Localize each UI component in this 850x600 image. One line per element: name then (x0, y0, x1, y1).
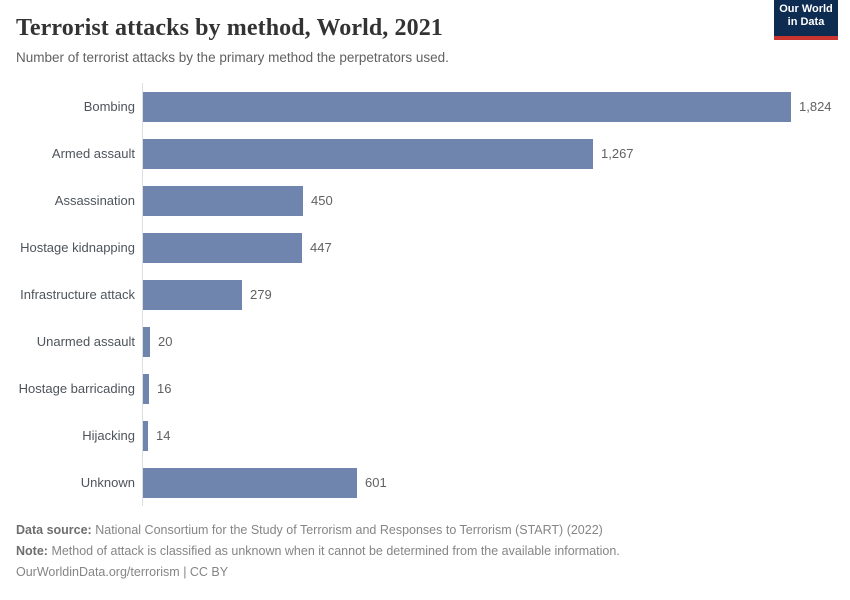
value-label: 601 (365, 475, 387, 490)
data-source-label: Data source: (16, 523, 92, 537)
chart-row: Unarmed assault 20 (16, 318, 834, 365)
license-text: | CC BY (183, 565, 229, 579)
category-label: Hostage kidnapping (20, 240, 135, 255)
plot-area: 16 (142, 365, 834, 412)
value-label: 279 (250, 287, 272, 302)
note-label: Note: (16, 544, 48, 558)
chart-row: Armed assault 1,267 (16, 130, 834, 177)
plot-area: 279 (142, 271, 834, 318)
plot-area: 447 (142, 224, 834, 271)
bar[interactable] (143, 185, 303, 216)
plot-area: 1,824 (142, 83, 834, 130)
value-label: 16 (157, 381, 172, 396)
bar[interactable] (143, 232, 302, 263)
plot-area: 20 (142, 318, 834, 365)
chart-row: Assassination 450 (16, 177, 834, 224)
value-label: 1,824 (799, 99, 832, 114)
bar[interactable] (143, 279, 242, 310)
value-label: 447 (310, 240, 332, 255)
value-label: 1,267 (601, 146, 634, 161)
note-line: Note: Method of attack is classified as … (16, 541, 834, 562)
bar[interactable] (143, 373, 149, 404)
plot-area: 14 (142, 412, 834, 459)
category-label: Armed assault (51, 146, 135, 161)
header: Terrorist attacks by method, World, 2021… (16, 0, 838, 65)
category-label: Infrastructure attack (20, 287, 135, 302)
owid-logo[interactable]: Our World in Data (774, 0, 838, 40)
data-source-text: National Consortium for the Study of Ter… (95, 523, 603, 537)
note-text: Method of attack is classified as unknow… (51, 544, 620, 558)
chart-row: Bombing 1,824 (16, 83, 834, 130)
chart-row: Infrastructure attack 279 (16, 271, 834, 318)
value-label: 450 (311, 193, 333, 208)
chart-subtitle: Number of terrorist attacks by the prima… (16, 50, 449, 65)
category-label: Hostage barricading (18, 381, 135, 396)
data-source-line: Data source: National Consortium for the… (16, 520, 834, 541)
plot-area: 450 (142, 177, 834, 224)
category-label: Assassination (54, 193, 135, 208)
bar[interactable] (143, 91, 791, 122)
owid-logo-line1: Our World (779, 3, 833, 15)
chart: Bombing 1,824 Armed assault 1,267 Assassinat… (16, 83, 834, 506)
chart-row: Hijacking 14 (16, 412, 834, 459)
value-label: 20 (158, 334, 173, 349)
attribution-line: OurWorldinData.org/terrorism | CC BY (16, 562, 834, 583)
bar[interactable] (143, 420, 148, 451)
plot-area: 1,267 (142, 130, 834, 177)
footer: Data source: National Consortium for the… (16, 520, 834, 583)
bar[interactable] (143, 326, 150, 357)
category-label: Unknown (80, 475, 135, 490)
bar[interactable] (143, 467, 357, 498)
category-label: Unarmed assault (36, 334, 135, 349)
bar[interactable] (143, 138, 593, 169)
owid-terrorism-link[interactable]: OurWorldinData.org/terrorism (16, 565, 180, 579)
chart-row: Hostage kidnapping 447 (16, 224, 834, 271)
value-label: 14 (156, 428, 171, 443)
chart-title: Terrorist attacks by method, World, 2021 (16, 15, 443, 41)
owid-logo-line2: in Data (787, 16, 825, 28)
chart-row: Hostage barricading 16 (16, 365, 834, 412)
chart-row: Unknown 601 (16, 459, 834, 506)
category-label: Hijacking (82, 428, 135, 443)
category-label: Bombing (83, 99, 135, 114)
plot-area: 601 (142, 459, 834, 506)
